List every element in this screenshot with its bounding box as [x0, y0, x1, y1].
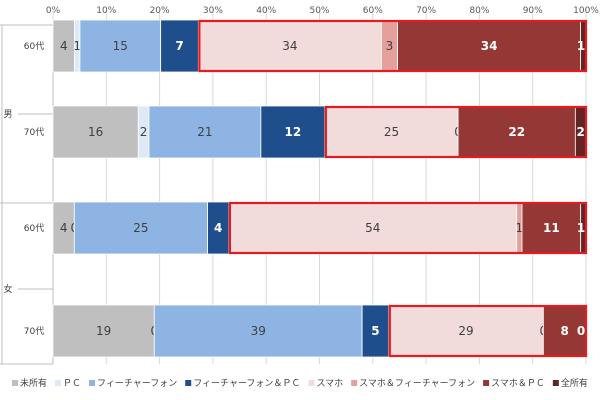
data-label: 8 — [561, 324, 569, 338]
highlight-box — [388, 304, 588, 358]
bar-segment — [79, 19, 162, 73]
legend-swatch — [351, 380, 358, 386]
data-label: 29 — [458, 324, 473, 338]
data-label: 12 — [284, 125, 301, 139]
x-tick-label: 70% — [416, 6, 436, 16]
category-label: 70代 — [24, 326, 44, 337]
x-tick-label: 100% — [573, 6, 599, 16]
bar-segment — [52, 304, 155, 358]
data-label: 15 — [113, 39, 128, 53]
legend-swatch — [55, 380, 62, 386]
bar-segment — [361, 304, 390, 358]
data-label: 39 — [251, 324, 266, 338]
x-tick-label: 60% — [363, 6, 383, 16]
legend-label: フィーチャーフォン — [97, 378, 177, 389]
data-label: 3 — [386, 39, 394, 53]
legend-label: フィーチャーフォン＆ＰＣ — [193, 378, 300, 389]
legend-swatch — [308, 380, 315, 386]
data-label: 16 — [88, 125, 103, 139]
bar-segment — [388, 304, 544, 358]
category-label: 60代 — [24, 41, 44, 52]
x-tick-label: 0% — [46, 6, 61, 16]
legend-label: 未所有 — [20, 377, 47, 389]
data-label: 5 — [371, 324, 379, 338]
x-tick-label: 10% — [96, 6, 116, 16]
data-label: 25 — [384, 125, 399, 139]
bars: 4115734334116221122502224025454111119039… — [52, 19, 587, 358]
bar-segment — [73, 201, 208, 255]
data-label: 22 — [508, 125, 525, 139]
highlight-box — [324, 105, 588, 159]
data-label: 1 — [73, 39, 81, 53]
data-label: 34 — [282, 39, 297, 53]
legend-swatch — [89, 380, 96, 386]
data-label: 11 — [543, 221, 560, 235]
x-tick-label: 30% — [203, 6, 223, 16]
data-label: 19 — [96, 324, 111, 338]
group-label: 女 — [3, 283, 12, 295]
legend-swatch — [12, 380, 18, 386]
legend: 未所有 ＰＣ フィーチャーフォン フィーチャーフォン＆ＰＣ スマホ スマホ＆フィーチャーフ… — [12, 377, 588, 389]
legend-label: スマホ＆フィーチャーフォン — [359, 378, 475, 389]
x-tick-label: 90% — [523, 6, 543, 16]
x-tick-label: 20% — [150, 6, 170, 16]
x-tick-label: 40% — [256, 6, 276, 16]
highlight-boxes — [198, 19, 588, 358]
category-axis: 男女 60代 70代 60代 70代 — [0, 24, 54, 365]
legend-swatch — [552, 380, 559, 386]
bar-segment — [160, 19, 199, 73]
data-label: 25 — [133, 221, 148, 235]
x-tick-label: 80% — [469, 6, 489, 16]
legend-label: スマホ＆ＰＣ — [491, 378, 545, 389]
legend-label: スマホ — [316, 378, 343, 389]
data-label: 4 — [214, 221, 222, 235]
x-tick-label: 50% — [309, 6, 329, 16]
data-label: 2 — [576, 125, 584, 139]
data-label: 54 — [365, 221, 380, 235]
data-label: 34 — [481, 39, 498, 53]
bar-segment — [153, 304, 363, 358]
data-label: 0 — [577, 324, 585, 338]
legend-label: ＰＣ — [63, 379, 81, 389]
data-label: 7 — [175, 39, 183, 53]
bar-segment — [148, 105, 262, 159]
group-label: 男 — [3, 109, 12, 120]
data-label: 4 — [60, 221, 68, 235]
bar-segment — [260, 105, 326, 159]
bar-segment — [457, 105, 576, 159]
category-label: 70代 — [24, 127, 44, 138]
data-label: 21 — [197, 125, 212, 139]
category-label: 60代 — [24, 223, 44, 234]
legend-label: 全所有 — [561, 377, 588, 389]
highlight-box — [198, 19, 588, 73]
data-label: 1 — [577, 221, 585, 235]
data-label: 1 — [577, 39, 585, 53]
x-axis-ticks: 0% 10% 20% 30% 40% 50% 60% 70% 80% 90% 100% — [46, 6, 599, 16]
legend-swatch — [185, 380, 192, 386]
highlight-box — [228, 201, 588, 255]
data-label: 1 — [516, 221, 524, 235]
legend-swatch — [483, 380, 490, 386]
data-label: 4 — [60, 39, 68, 53]
bar-segment — [52, 105, 139, 159]
data-label: 2 — [140, 125, 148, 139]
